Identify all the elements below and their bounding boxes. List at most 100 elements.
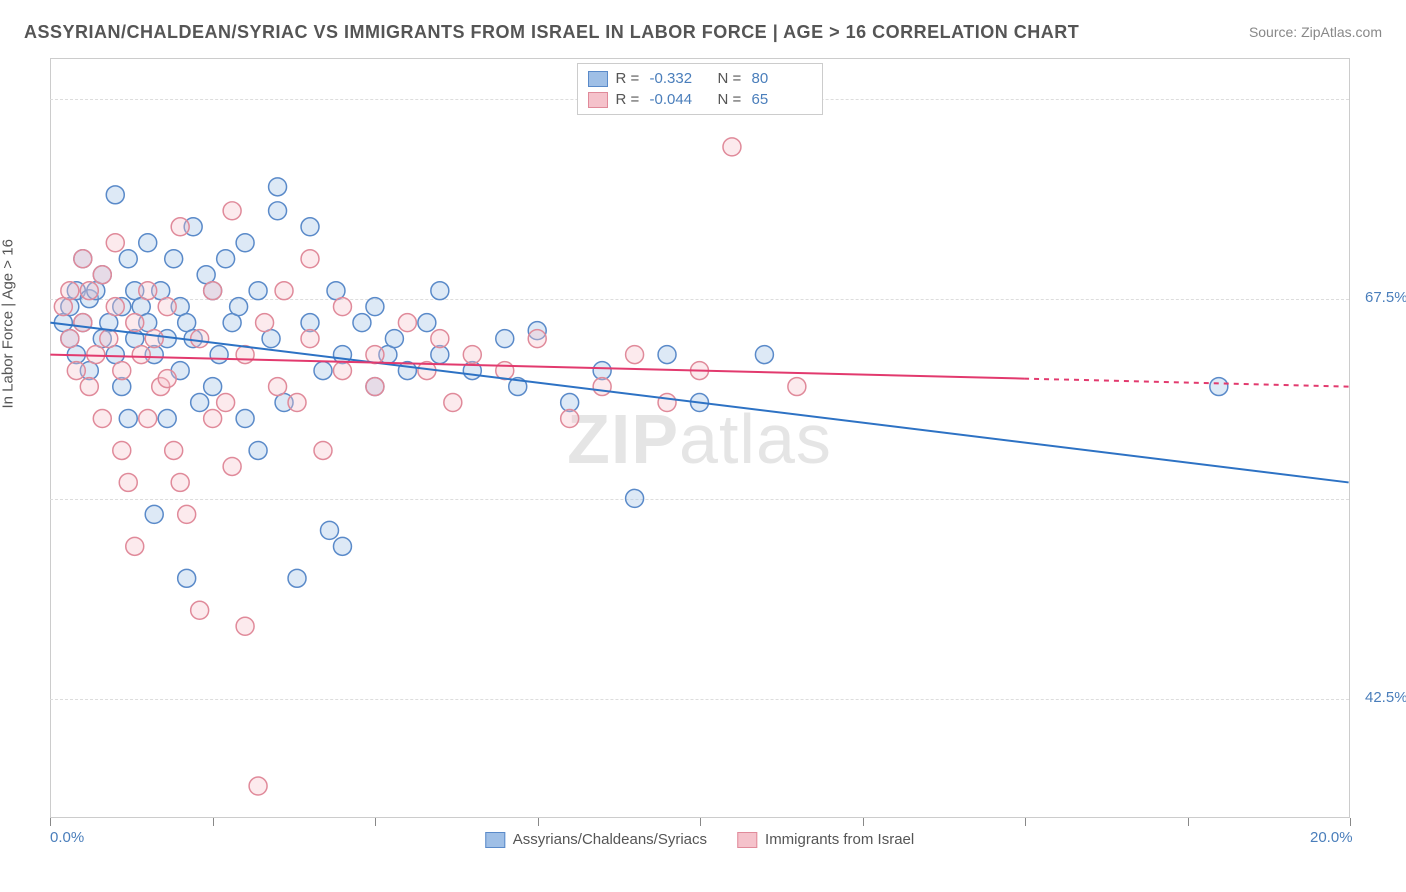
data-point [275, 282, 293, 300]
plot-svg [50, 59, 1349, 818]
data-point [333, 537, 351, 555]
data-point [126, 314, 144, 332]
x-tick [375, 818, 376, 826]
data-point [658, 346, 676, 364]
data-point [561, 410, 579, 428]
data-point [106, 298, 124, 316]
data-point [119, 473, 137, 491]
series-1-name: Assyrians/Chaldeans/Syriacs [513, 831, 707, 848]
y-axis-label: In Labor Force | Age > 16 [0, 239, 17, 408]
data-point [496, 330, 514, 348]
series-legend-item: Immigrants from Israel [737, 831, 914, 848]
chart-title: ASSYRIAN/CHALDEAN/SYRIAC VS IMMIGRANTS F… [24, 22, 1079, 43]
r-label: R = [616, 70, 642, 87]
data-point [145, 330, 163, 348]
n-label: N = [718, 70, 744, 87]
data-point [230, 298, 248, 316]
data-point [93, 266, 111, 284]
x-tick [213, 818, 214, 826]
data-point [158, 410, 176, 428]
correlation-legend: R = -0.332 N = 80 R = -0.044 N = 65 [577, 63, 823, 115]
data-point [593, 378, 611, 396]
data-point [191, 601, 209, 619]
data-point [249, 282, 267, 300]
data-point [100, 330, 118, 348]
data-point [463, 346, 481, 364]
data-point [444, 394, 462, 412]
data-point [204, 378, 222, 396]
data-point [171, 473, 189, 491]
data-point [132, 346, 150, 364]
data-point [314, 441, 332, 459]
data-point [106, 186, 124, 204]
data-point [398, 314, 416, 332]
data-point [288, 394, 306, 412]
data-point [145, 505, 163, 523]
y-tick-label: 67.5% [1355, 289, 1406, 306]
data-point [626, 489, 644, 507]
data-point [236, 234, 254, 252]
data-point [320, 521, 338, 539]
data-point [165, 441, 183, 459]
source-attribution: Source: ZipAtlas.com [1249, 24, 1382, 40]
r-value-series-1: -0.332 [650, 70, 710, 87]
data-point [204, 282, 222, 300]
data-point [269, 178, 287, 196]
data-point [113, 362, 131, 380]
series-legend: Assyrians/Chaldeans/Syriacs Immigrants f… [485, 831, 914, 848]
series-legend-item: Assyrians/Chaldeans/Syriacs [485, 831, 707, 848]
data-point [269, 202, 287, 220]
data-point [431, 330, 449, 348]
data-point [1210, 378, 1228, 396]
x-tick [538, 818, 539, 826]
data-point [269, 378, 287, 396]
x-tick-label: 20.0% [1310, 829, 1353, 846]
data-point [158, 298, 176, 316]
x-tick [1188, 818, 1189, 826]
correlation-legend-row: R = -0.044 N = 65 [588, 89, 812, 110]
data-point [249, 441, 267, 459]
swatch-series-1 [588, 71, 608, 87]
x-tick [50, 818, 51, 826]
data-point [67, 362, 85, 380]
data-point [431, 282, 449, 300]
data-point [210, 346, 228, 364]
x-tick [1025, 818, 1026, 826]
data-point [165, 250, 183, 268]
data-point [301, 330, 319, 348]
chart-container: ASSYRIAN/CHALDEAN/SYRIAC VS IMMIGRANTS F… [0, 0, 1406, 892]
correlation-legend-row: R = -0.332 N = 80 [588, 68, 812, 89]
r-label: R = [616, 91, 642, 108]
data-point [366, 298, 384, 316]
data-point [80, 378, 98, 396]
data-point [106, 234, 124, 252]
swatch-series-1 [485, 832, 505, 848]
data-point [755, 346, 773, 364]
data-point [658, 394, 676, 412]
x-tick [1350, 818, 1351, 826]
swatch-series-2 [737, 832, 757, 848]
data-point [139, 282, 157, 300]
data-point [385, 330, 403, 348]
data-point [236, 617, 254, 635]
data-point [256, 314, 274, 332]
x-tick [863, 818, 864, 826]
data-point [74, 314, 92, 332]
x-tick-label: 0.0% [50, 829, 84, 846]
data-point [314, 362, 332, 380]
data-point [236, 410, 254, 428]
data-point [191, 394, 209, 412]
data-point [366, 378, 384, 396]
swatch-series-2 [588, 92, 608, 108]
data-point [301, 218, 319, 236]
y-tick-label: 42.5% [1355, 689, 1406, 706]
data-point [626, 346, 644, 364]
data-point [178, 569, 196, 587]
data-point [353, 314, 371, 332]
data-point [113, 441, 131, 459]
data-point [158, 370, 176, 388]
data-point [178, 505, 196, 523]
data-point [126, 537, 144, 555]
data-point [139, 234, 157, 252]
data-point [171, 218, 189, 236]
